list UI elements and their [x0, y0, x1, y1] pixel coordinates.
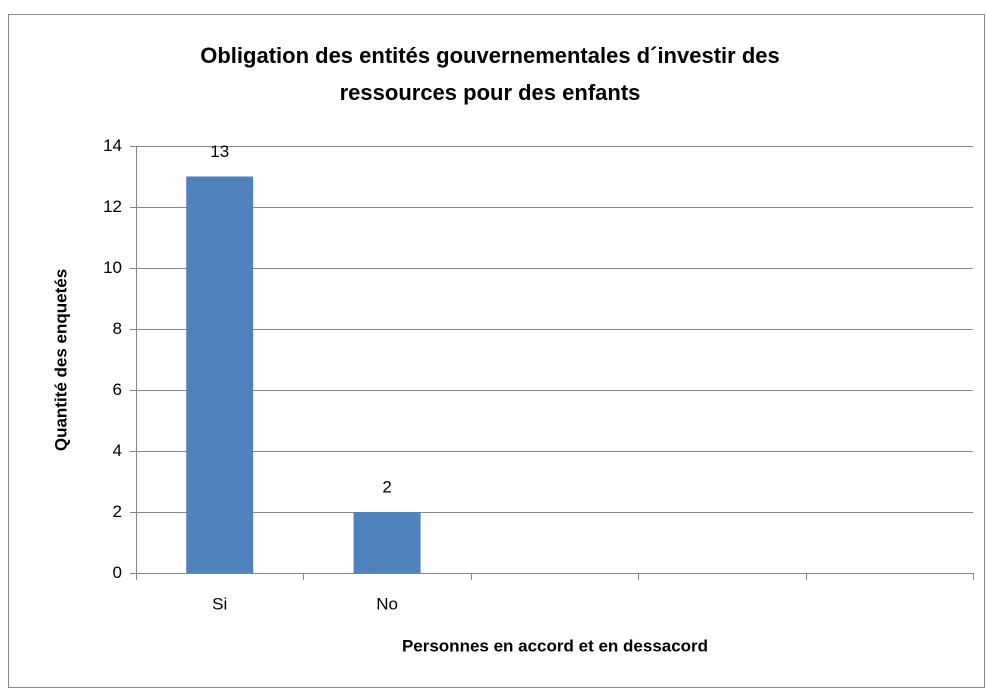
data-label: 13	[210, 142, 229, 161]
x-tick-label: No	[376, 594, 398, 613]
y-tick-label: 14	[103, 136, 122, 155]
bar	[353, 512, 421, 573]
y-tick-label: 2	[113, 502, 122, 521]
y-tick-label: 6	[113, 380, 122, 399]
y-tick-label: 4	[113, 441, 122, 460]
chart-frame	[8, 14, 985, 688]
x-axis-title: Personnes en accord et en dessacord	[402, 636, 708, 655]
y-tick-label: 12	[103, 197, 122, 216]
x-tick-label: Si	[212, 594, 227, 613]
data-label: 2	[382, 477, 391, 496]
bar	[186, 176, 254, 573]
y-axis-title: Quantité des enquetés	[51, 269, 70, 451]
chart-title: ressources pour des enfants	[340, 80, 641, 105]
chart-title: Obligation des entités gouvernementales …	[200, 43, 779, 68]
y-tick-label: 10	[103, 258, 122, 277]
y-tick-label: 0	[113, 563, 122, 582]
y-tick-label: 8	[113, 319, 122, 338]
